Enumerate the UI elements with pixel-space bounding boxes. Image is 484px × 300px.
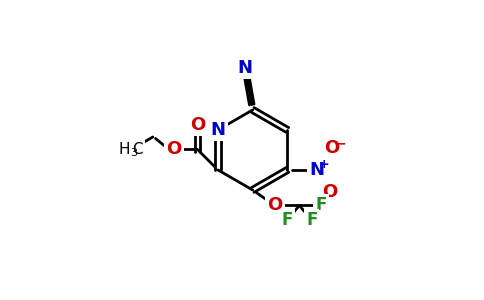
Text: N: N <box>309 161 324 179</box>
Text: +: + <box>318 158 329 171</box>
Text: O: O <box>324 139 340 157</box>
Text: N: N <box>238 59 253 77</box>
Text: C: C <box>133 142 143 157</box>
Text: O: O <box>267 196 282 214</box>
Text: F: F <box>281 211 293 229</box>
Text: 3: 3 <box>130 148 137 158</box>
Text: H: H <box>119 142 130 157</box>
Text: −: − <box>335 136 347 150</box>
Text: O: O <box>322 183 337 201</box>
Text: F: F <box>306 211 318 229</box>
Text: N: N <box>211 121 226 139</box>
Text: O: O <box>190 116 205 134</box>
Text: F: F <box>315 196 327 214</box>
Text: O: O <box>166 140 182 158</box>
